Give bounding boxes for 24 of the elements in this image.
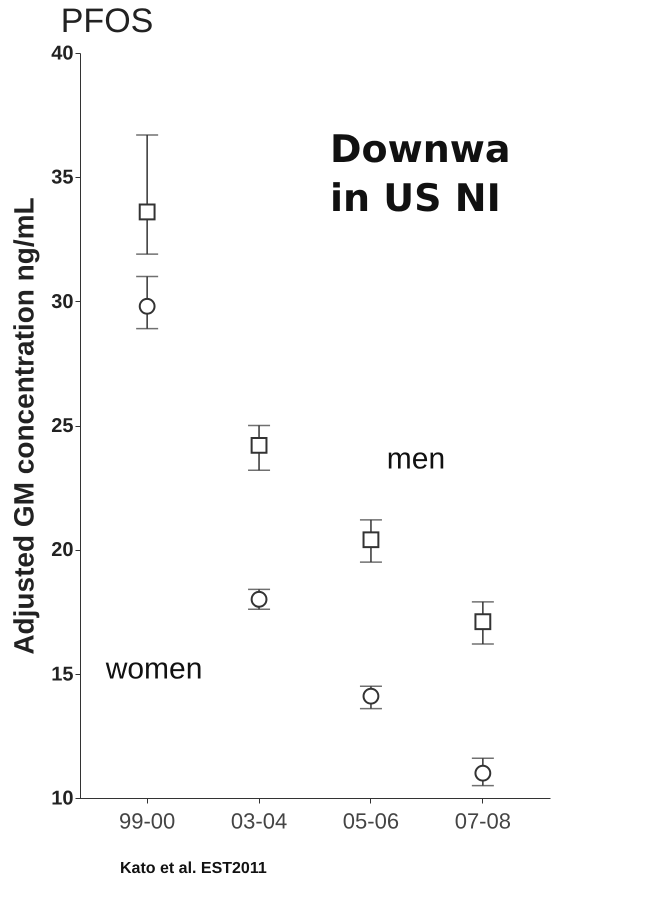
y-tick-label: 40 — [51, 42, 74, 64]
chart-title: PFOS — [60, 2, 154, 40]
y-tick-label: 10 — [51, 788, 74, 810]
y-tick-label: 20 — [51, 539, 74, 562]
y-tick-label: 35 — [51, 166, 74, 189]
point — [362, 688, 380, 705]
point — [138, 204, 156, 220]
y-tick-label: 30 — [51, 290, 74, 313]
y-axis-title: Adjusted GM concentration ng/mL — [8, 197, 40, 655]
point — [138, 298, 156, 315]
point — [362, 531, 380, 548]
y-tick-label: 15 — [51, 663, 74, 686]
point — [250, 436, 268, 454]
point — [474, 613, 492, 630]
series-label: men — [386, 442, 446, 476]
text: Kato et al. EST2011 — [120, 860, 267, 878]
y-tick-label: 25 — [51, 415, 74, 437]
text: Downwa in US NI — [330, 126, 511, 222]
point — [474, 764, 492, 782]
x-tick-label: 99-00 — [119, 808, 176, 834]
x-tick-label: 05-06 — [342, 808, 400, 834]
x-tick-label: 07-08 — [454, 808, 511, 834]
x-tick-label: 03-04 — [230, 808, 288, 834]
text: women — [104, 652, 202, 686]
